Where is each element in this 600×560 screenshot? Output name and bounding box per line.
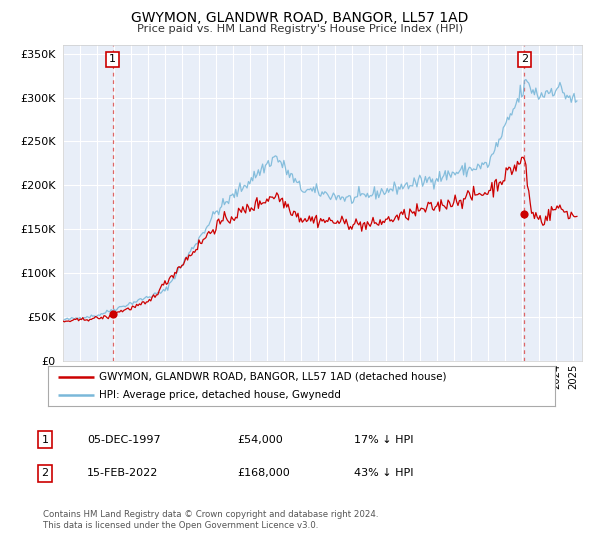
Text: GWYMON, GLANDWR ROAD, BANGOR, LL57 1AD: GWYMON, GLANDWR ROAD, BANGOR, LL57 1AD	[131, 11, 469, 25]
Text: GWYMON, GLANDWR ROAD, BANGOR, LL57 1AD (detached house): GWYMON, GLANDWR ROAD, BANGOR, LL57 1AD (…	[98, 372, 446, 381]
Point	[520, 209, 529, 218]
Text: 43% ↓ HPI: 43% ↓ HPI	[354, 468, 413, 478]
Text: £168,000: £168,000	[237, 468, 290, 478]
Text: 2: 2	[41, 468, 49, 478]
Text: 17% ↓ HPI: 17% ↓ HPI	[354, 435, 413, 445]
Text: 05-DEC-1997: 05-DEC-1997	[87, 435, 161, 445]
Text: This data is licensed under the Open Government Licence v3.0.: This data is licensed under the Open Gov…	[43, 521, 319, 530]
Text: HPI: Average price, detached house, Gwynedd: HPI: Average price, detached house, Gwyn…	[98, 390, 341, 400]
Text: £54,000: £54,000	[237, 435, 283, 445]
Text: Contains HM Land Registry data © Crown copyright and database right 2024.: Contains HM Land Registry data © Crown c…	[43, 510, 379, 519]
Text: 1: 1	[109, 54, 116, 64]
Text: Price paid vs. HM Land Registry's House Price Index (HPI): Price paid vs. HM Land Registry's House …	[137, 24, 463, 34]
Text: 2: 2	[521, 54, 528, 64]
Text: 15-FEB-2022: 15-FEB-2022	[87, 468, 158, 478]
Text: 1: 1	[41, 435, 49, 445]
Point	[108, 309, 118, 318]
